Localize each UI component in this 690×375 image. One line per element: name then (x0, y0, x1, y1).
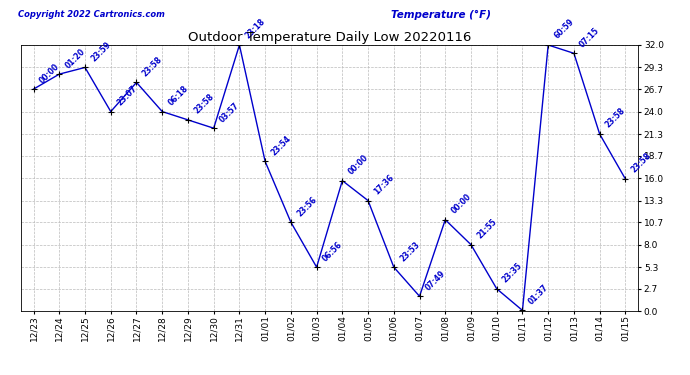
Text: 06:18: 06:18 (166, 84, 190, 107)
Text: 23:58: 23:58 (629, 152, 653, 175)
Text: 00:00: 00:00 (38, 62, 61, 85)
Text: 23:07: 23:07 (115, 84, 139, 107)
Text: 06:56: 06:56 (321, 240, 344, 263)
Text: 07:15: 07:15 (578, 26, 602, 49)
Text: 01:37: 01:37 (526, 283, 550, 306)
Text: 23:59: 23:59 (89, 40, 112, 63)
Text: 07:49: 07:49 (424, 268, 447, 292)
Title: Outdoor Temperature Daily Low 20220116: Outdoor Temperature Daily Low 20220116 (188, 31, 471, 44)
Text: 01:20: 01:20 (63, 46, 87, 70)
Text: 23:18: 23:18 (244, 17, 267, 41)
Text: 23:53: 23:53 (398, 240, 422, 263)
Text: Copyright 2022 Cartronics.com: Copyright 2022 Cartronics.com (18, 10, 164, 20)
Text: 23:58: 23:58 (192, 92, 215, 116)
Text: 23:54: 23:54 (269, 134, 293, 158)
Text: 03:57: 03:57 (218, 100, 241, 124)
Text: 21:55: 21:55 (475, 217, 498, 240)
Text: 23:58: 23:58 (141, 55, 164, 78)
Text: 00:00: 00:00 (346, 153, 370, 177)
Text: 23:56: 23:56 (295, 195, 318, 218)
Text: 23:35: 23:35 (501, 261, 524, 285)
Text: 00:00: 00:00 (449, 192, 473, 216)
Text: 60:59: 60:59 (553, 18, 575, 41)
Text: Temperature (°F): Temperature (°F) (391, 10, 491, 21)
Text: 17:36: 17:36 (372, 173, 396, 196)
Text: 23:58: 23:58 (604, 106, 627, 130)
